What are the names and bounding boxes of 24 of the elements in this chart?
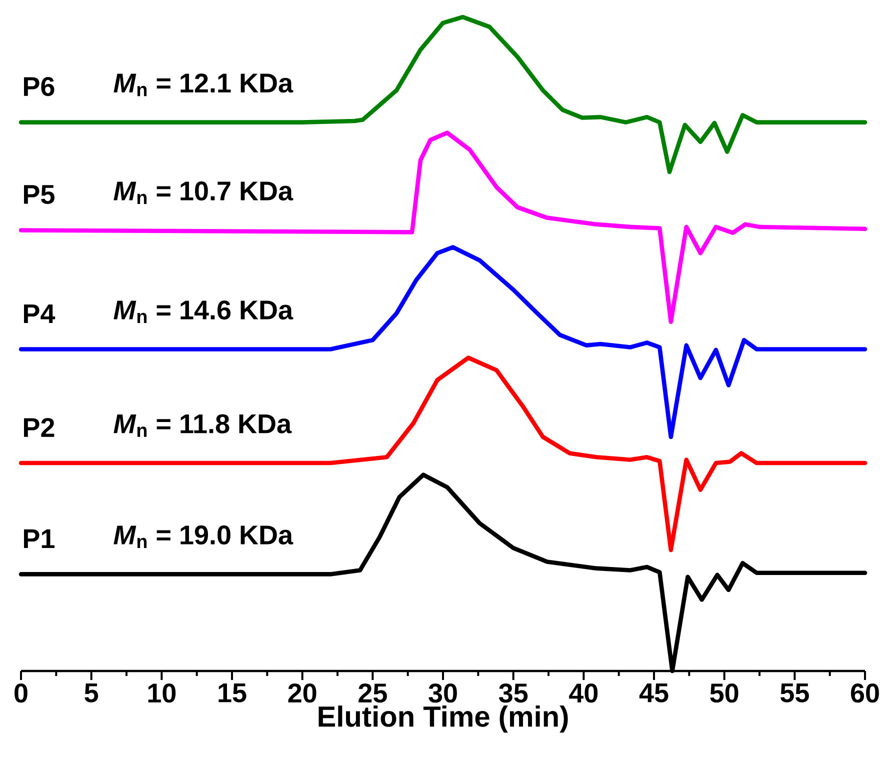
- x-tick-label: 5: [84, 684, 98, 702]
- annotation: M$_{n}$ = 10.7 KDa: [114, 181, 294, 204]
- x-tick-label: 50: [710, 684, 738, 703]
- series-label: P2: [24, 418, 54, 437]
- annotation: M$_{n}$ = 12.1 KDa: [114, 74, 294, 96]
- x-tick-label: 40: [569, 684, 598, 703]
- x-axis-title: Elution Time (min): [318, 706, 568, 733]
- x-tick-label: 20: [288, 684, 316, 703]
- series-label: P1: [24, 529, 54, 548]
- series-label: P5: [24, 185, 54, 204]
- x-tick-label: 10: [148, 684, 176, 703]
- x-tick-label: 25: [358, 684, 387, 703]
- x-tick-label: 55: [780, 684, 809, 702]
- x-tick-label: 45: [639, 684, 668, 702]
- annotation: M$_{n}$ = 11.8 KDa: [114, 414, 292, 437]
- x-tick-label: 35: [498, 684, 528, 703]
- series-label: P6: [24, 76, 54, 96]
- annotation: M$_{n}$ = 14.6 KDa: [114, 300, 294, 324]
- x-tick-label: 15: [218, 684, 246, 702]
- x-tick-label: 0: [14, 684, 28, 703]
- x-tick-label: 30: [428, 684, 457, 703]
- series-label: P4: [24, 304, 56, 324]
- x-tick-label: 60: [850, 684, 879, 703]
- annotation: M$_{n}$ = 19.0 KDa: [114, 525, 294, 548]
